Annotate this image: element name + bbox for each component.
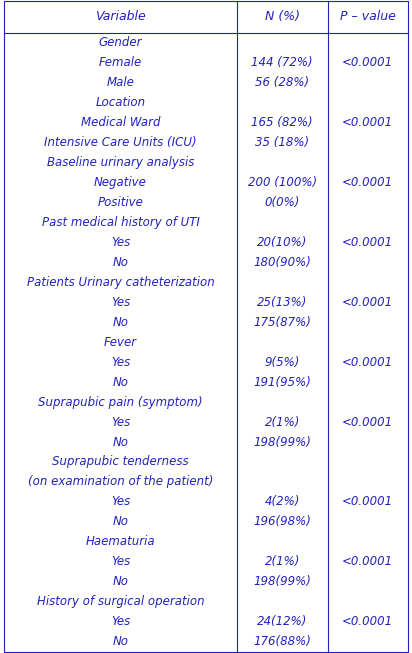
Text: 9(5%): 9(5%) bbox=[265, 356, 300, 369]
Text: <0.0001: <0.0001 bbox=[342, 496, 393, 509]
Text: Location: Location bbox=[96, 96, 145, 109]
Text: No: No bbox=[112, 315, 129, 328]
Text: 175(87%): 175(87%) bbox=[253, 315, 311, 328]
Text: 200 (100%): 200 (100%) bbox=[248, 176, 317, 189]
Text: 56 (28%): 56 (28%) bbox=[255, 76, 309, 89]
Text: 2(1%): 2(1%) bbox=[265, 415, 300, 428]
Text: <0.0001: <0.0001 bbox=[342, 176, 393, 189]
Text: 20(10%): 20(10%) bbox=[257, 236, 307, 249]
Text: 196(98%): 196(98%) bbox=[253, 515, 311, 528]
Text: 4(2%): 4(2%) bbox=[265, 496, 300, 509]
Text: Yes: Yes bbox=[111, 496, 130, 509]
Text: Yes: Yes bbox=[111, 415, 130, 428]
Text: <0.0001: <0.0001 bbox=[342, 296, 393, 309]
Text: Baseline urinary analysis: Baseline urinary analysis bbox=[47, 156, 194, 169]
Text: 24(12%): 24(12%) bbox=[257, 615, 307, 628]
Text: 180(90%): 180(90%) bbox=[253, 256, 311, 269]
Text: Medical Ward: Medical Ward bbox=[81, 116, 160, 129]
Text: 35 (18%): 35 (18%) bbox=[255, 136, 309, 149]
Text: Positive: Positive bbox=[98, 196, 143, 209]
Text: Variable: Variable bbox=[95, 10, 146, 24]
Text: Yes: Yes bbox=[111, 356, 130, 369]
Text: Past medical history of UTI: Past medical history of UTI bbox=[42, 216, 199, 229]
Text: Suprapubic pain (symptom): Suprapubic pain (symptom) bbox=[38, 396, 203, 409]
Text: No: No bbox=[112, 436, 129, 449]
Text: 2(1%): 2(1%) bbox=[265, 555, 300, 568]
Text: No: No bbox=[112, 375, 129, 389]
Text: No: No bbox=[112, 256, 129, 269]
Text: <0.0001: <0.0001 bbox=[342, 615, 393, 628]
Text: Negative: Negative bbox=[94, 176, 147, 189]
Text: 198(99%): 198(99%) bbox=[253, 436, 311, 449]
Text: No: No bbox=[112, 635, 129, 648]
Text: <0.0001: <0.0001 bbox=[342, 356, 393, 369]
Text: Fever: Fever bbox=[104, 336, 137, 349]
Text: Gender: Gender bbox=[99, 36, 142, 49]
Text: <0.0001: <0.0001 bbox=[342, 415, 393, 428]
Text: Intensive Care Units (ICU): Intensive Care Units (ICU) bbox=[44, 136, 197, 149]
Text: Female: Female bbox=[99, 56, 142, 69]
Text: Yes: Yes bbox=[111, 615, 130, 628]
Text: Suprapubic tenderness: Suprapubic tenderness bbox=[52, 456, 189, 468]
Text: 198(99%): 198(99%) bbox=[253, 575, 311, 588]
Text: 165 (82%): 165 (82%) bbox=[251, 116, 313, 129]
Text: Haematuria: Haematuria bbox=[86, 535, 155, 549]
Text: History of surgical operation: History of surgical operation bbox=[37, 596, 204, 609]
Text: Yes: Yes bbox=[111, 555, 130, 568]
Text: Male: Male bbox=[107, 76, 134, 89]
Text: Yes: Yes bbox=[111, 236, 130, 249]
Text: Patients Urinary catheterization: Patients Urinary catheterization bbox=[27, 276, 214, 289]
Text: N (%): N (%) bbox=[265, 10, 300, 24]
Text: <0.0001: <0.0001 bbox=[342, 56, 393, 69]
Text: (on examination of the patient): (on examination of the patient) bbox=[28, 475, 213, 488]
Text: 144 (72%): 144 (72%) bbox=[251, 56, 313, 69]
Text: No: No bbox=[112, 515, 129, 528]
Text: P – value: P – value bbox=[340, 10, 396, 24]
Text: <0.0001: <0.0001 bbox=[342, 236, 393, 249]
Text: 176(88%): 176(88%) bbox=[253, 635, 311, 648]
Text: <0.0001: <0.0001 bbox=[342, 555, 393, 568]
Text: 191(95%): 191(95%) bbox=[253, 375, 311, 389]
Text: <0.0001: <0.0001 bbox=[342, 116, 393, 129]
Text: 25(13%): 25(13%) bbox=[257, 296, 307, 309]
Text: No: No bbox=[112, 575, 129, 588]
Text: Yes: Yes bbox=[111, 296, 130, 309]
Text: 0(0%): 0(0%) bbox=[265, 196, 300, 209]
